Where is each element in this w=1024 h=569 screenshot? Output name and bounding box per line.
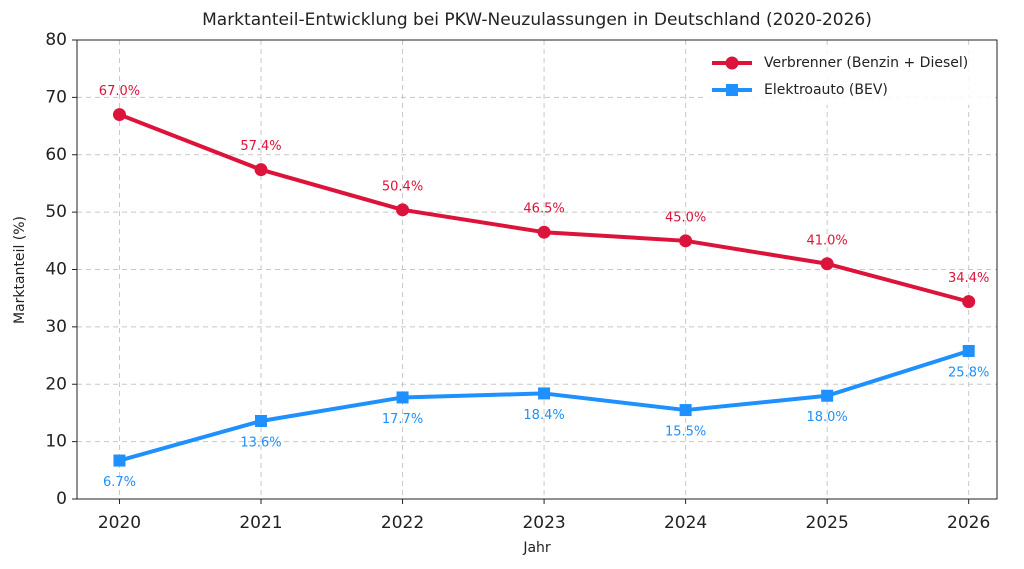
y-tick-label: 0 (56, 489, 67, 509)
y-axis-label: Marktanteil (%) (12, 216, 28, 324)
data-label: 18.0% (806, 410, 847, 425)
x-tick-label: 2021 (239, 513, 282, 533)
data-point (396, 203, 410, 217)
data-label: 57.4% (240, 139, 281, 154)
data-point (538, 387, 551, 400)
data-label: 13.6% (240, 435, 281, 450)
y-tick-label: 80 (45, 30, 67, 50)
legend-marker (725, 56, 739, 70)
data-point (537, 225, 551, 239)
legend-label: Elektroauto (BEV) (764, 82, 888, 98)
data-point (113, 454, 126, 467)
data-label: 45.0% (665, 210, 706, 225)
data-point (679, 234, 693, 248)
data-label: 15.5% (665, 425, 706, 440)
y-tick-label: 50 (45, 202, 67, 222)
data-point (962, 344, 975, 357)
data-label: 25.8% (948, 365, 989, 380)
y-tick-label: 40 (45, 260, 67, 280)
plot-frame (76, 39, 998, 500)
y-tick-label: 70 (45, 87, 67, 107)
legend-box (704, 47, 994, 105)
x-tick-label: 2024 (664, 513, 707, 533)
y-tick-label: 60 (45, 145, 67, 165)
data-point (254, 163, 268, 177)
legend-label: Verbrenner (Benzin + Diesel) (764, 55, 968, 71)
data-point (396, 391, 409, 404)
chart-title: Marktanteil-Entwicklung bei PKW-Neuzulas… (202, 10, 872, 30)
y-tick-label: 20 (45, 374, 67, 394)
data-point (255, 414, 267, 427)
data-label: 50.4% (382, 179, 423, 194)
data-label: 41.0% (806, 233, 847, 248)
x-tick-label: 2023 (522, 513, 565, 533)
x-tick-label: 2026 (947, 513, 990, 533)
y-tick-label: 30 (45, 317, 67, 337)
x-tick-label: 2022 (381, 513, 424, 533)
legend-marker (726, 84, 738, 96)
data-label: 34.4% (948, 271, 989, 286)
data-point (679, 404, 692, 417)
data-label: 18.4% (523, 408, 564, 423)
data-label: 17.7% (382, 412, 423, 427)
data-label: 46.5% (523, 202, 564, 217)
x-tick-label: 2020 (98, 513, 141, 533)
x-tick-label: 2025 (806, 513, 849, 533)
data-point (112, 108, 126, 122)
data-point (821, 389, 834, 402)
y-tick-label: 10 (45, 432, 67, 452)
data-label: 67.0% (99, 84, 140, 99)
x-axis-label: Jahr (522, 540, 551, 556)
data-label: 6.7% (103, 475, 136, 490)
data-point (962, 295, 976, 309)
data-point (820, 257, 834, 271)
